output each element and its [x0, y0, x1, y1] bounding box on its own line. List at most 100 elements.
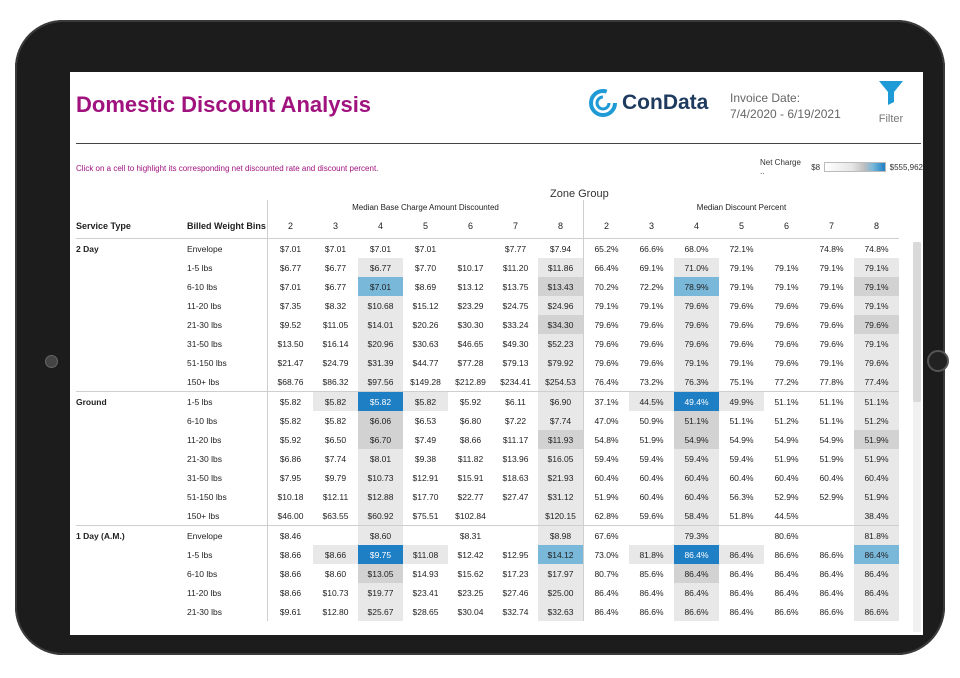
base-charge-cell[interactable]: $11.93: [538, 430, 584, 449]
base-charge-cell[interactable]: $6.77: [324, 262, 347, 273]
base-charge-cell[interactable]: $28.65: [412, 606, 439, 617]
discount-percent-cell[interactable]: 86.6%: [639, 606, 664, 617]
base-charge-cell[interactable]: [448, 238, 493, 258]
discount-percent-cell[interactable]: 51.1%: [819, 415, 844, 426]
base-charge-cell[interactable]: $20.96: [358, 334, 403, 353]
discount-percent-cell[interactable]: 80.6%: [764, 525, 809, 545]
discount-percent-cell[interactable]: 79.1%: [854, 296, 899, 315]
discount-percent-cell[interactable]: 86.4%: [674, 545, 719, 564]
discount-percent-cell[interactable]: 79.6%: [729, 338, 754, 349]
discount-percent-cell[interactable]: 79.6%: [854, 315, 899, 334]
base-charge-cell[interactable]: $23.41: [412, 587, 439, 598]
base-charge-cell[interactable]: $12.88: [358, 487, 403, 506]
discount-percent-cell[interactable]: 59.4%: [639, 453, 664, 464]
base-charge-cell[interactable]: $86.32: [322, 376, 349, 387]
discount-percent-cell[interactable]: 80.7%: [583, 564, 629, 583]
base-charge-cell[interactable]: $8.69: [414, 281, 437, 292]
discount-percent-cell[interactable]: 79.3%: [674, 525, 719, 545]
base-charge-cell[interactable]: $46.00: [267, 506, 313, 526]
discount-percent-cell[interactable]: 79.6%: [854, 353, 899, 372]
base-charge-cell[interactable]: $15.91: [457, 472, 484, 483]
discount-percent-cell[interactable]: 38.4%: [854, 506, 899, 526]
base-charge-cell[interactable]: $9.79: [324, 472, 347, 483]
discount-percent-cell[interactable]: 86.4%: [854, 545, 899, 564]
base-charge-cell[interactable]: $8.98: [538, 525, 584, 545]
filter-button[interactable]: Filter: [871, 78, 911, 130]
base-charge-cell[interactable]: $14.01: [358, 315, 403, 334]
base-charge-cell[interactable]: $23.25: [457, 587, 484, 598]
discount-percent-cell[interactable]: 86.4%: [583, 602, 629, 621]
discount-percent-cell[interactable]: 51.9%: [774, 453, 799, 464]
discount-percent-cell[interactable]: 79.1%: [729, 262, 754, 273]
base-charge-cell[interactable]: $8.66: [267, 545, 313, 564]
base-charge-cell[interactable]: $10.68: [358, 296, 403, 315]
base-charge-cell[interactable]: $17.70: [412, 491, 439, 502]
discount-percent-cell[interactable]: 54.9%: [819, 434, 844, 445]
base-charge-cell[interactable]: $11.17: [502, 434, 529, 445]
base-charge-cell[interactable]: $19.77: [358, 583, 403, 602]
base-charge-cell[interactable]: $14.93: [412, 568, 439, 579]
base-charge-cell[interactable]: $6.70: [358, 430, 403, 449]
discount-percent-cell[interactable]: 51.1%: [854, 391, 899, 411]
discount-percent-cell[interactable]: 79.6%: [774, 319, 799, 330]
discount-percent-cell[interactable]: 52.9%: [819, 491, 844, 502]
discount-percent-cell[interactable]: 77.2%: [774, 376, 799, 387]
discount-percent-cell[interactable]: 86.4%: [819, 568, 844, 579]
base-charge-cell[interactable]: $8.60: [358, 525, 403, 545]
base-charge-cell[interactable]: $79.92: [538, 353, 584, 372]
discount-percent-cell[interactable]: 49.4%: [674, 391, 719, 411]
discount-percent-cell[interactable]: 76.3%: [674, 372, 719, 392]
base-charge-cell[interactable]: $12.80: [322, 606, 349, 617]
discount-percent-cell[interactable]: 81.8%: [629, 545, 674, 564]
discount-percent-cell[interactable]: 79.1%: [729, 357, 754, 368]
base-charge-cell[interactable]: $7.74: [538, 411, 584, 430]
base-charge-cell[interactable]: $31.12: [538, 487, 584, 506]
base-charge-cell[interactable]: $30.63: [412, 338, 439, 349]
base-charge-cell[interactable]: $7.70: [414, 262, 437, 273]
discount-percent-cell[interactable]: 60.4%: [674, 487, 719, 506]
base-charge-cell[interactable]: $77.28: [457, 357, 484, 368]
discount-percent-cell[interactable]: 79.6%: [674, 315, 719, 334]
discount-percent-cell[interactable]: 75.1%: [729, 376, 754, 387]
discount-percent-cell[interactable]: 79.1%: [819, 262, 844, 273]
base-charge-cell[interactable]: [493, 506, 538, 526]
base-charge-cell[interactable]: $149.28: [410, 376, 441, 387]
discount-percent-cell[interactable]: 60.4%: [674, 468, 719, 487]
base-charge-cell[interactable]: $9.61: [267, 602, 313, 621]
base-charge-cell[interactable]: $7.74: [324, 453, 347, 464]
discount-percent-cell[interactable]: 86.4%: [819, 587, 844, 598]
base-charge-cell[interactable]: $30.30: [457, 319, 484, 330]
discount-percent-cell[interactable]: 79.6%: [583, 315, 629, 334]
discount-percent-cell[interactable]: 66.4%: [583, 258, 629, 277]
base-charge-cell[interactable]: $7.94: [538, 238, 584, 258]
base-charge-cell[interactable]: $7.01: [267, 238, 313, 258]
discount-percent-cell[interactable]: 86.4%: [729, 568, 754, 579]
discount-percent-cell[interactable]: 73.0%: [583, 545, 629, 564]
discount-percent-cell[interactable]: 86.4%: [854, 583, 899, 602]
discount-percent-cell[interactable]: 86.4%: [674, 583, 719, 602]
discount-percent-cell[interactable]: 47.0%: [583, 411, 629, 430]
base-charge-cell[interactable]: $5.82: [358, 391, 403, 411]
discount-percent-cell[interactable]: 79.1%: [854, 334, 899, 353]
base-charge-cell[interactable]: $27.47: [502, 491, 529, 502]
discount-percent-cell[interactable]: 51.8%: [729, 510, 754, 521]
discount-percent-cell[interactable]: 66.6%: [629, 238, 674, 258]
base-charge-cell[interactable]: $212.89: [455, 376, 486, 387]
base-charge-cell[interactable]: $68.76: [267, 372, 313, 392]
base-charge-cell[interactable]: $11.08: [403, 545, 448, 564]
base-charge-cell[interactable]: $18.63: [502, 472, 529, 483]
discount-percent-cell[interactable]: 65.2%: [583, 238, 629, 258]
discount-percent-cell[interactable]: 79.6%: [639, 338, 664, 349]
home-button[interactable]: [927, 350, 949, 372]
base-charge-cell[interactable]: $21.93: [538, 468, 584, 487]
discount-percent-cell[interactable]: 51.9%: [583, 487, 629, 506]
base-charge-cell[interactable]: $46.65: [457, 338, 484, 349]
base-charge-cell[interactable]: $25.00: [538, 583, 584, 602]
base-charge-cell[interactable]: $7.01: [313, 238, 358, 258]
discount-percent-cell[interactable]: 67.6%: [583, 525, 629, 545]
base-charge-cell[interactable]: $44.77: [412, 357, 439, 368]
discount-percent-cell[interactable]: 81.8%: [854, 525, 899, 545]
discount-percent-cell[interactable]: 51.2%: [774, 415, 799, 426]
discount-percent-cell[interactable]: 51.2%: [854, 411, 899, 430]
discount-percent-cell[interactable]: 86.6%: [854, 602, 899, 621]
